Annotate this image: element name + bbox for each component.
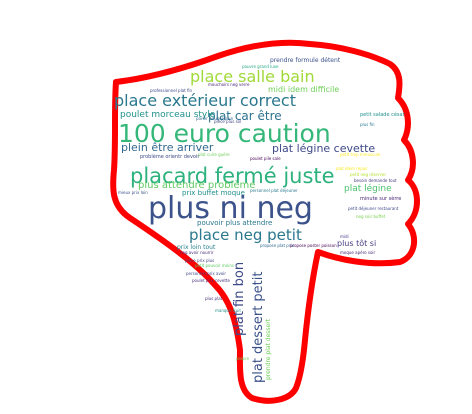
cloud-word: petit pouvoir moins [195,263,234,268]
cloud-word: plat fin bon [232,262,247,336]
cloud-word: prendre plat dessert [265,318,272,380]
cloud-word: plus fin [360,122,375,127]
cloud-word: prix buffet moque [182,189,245,197]
cloud-word: petit salade césar [360,111,406,118]
cloud-word: mieux prix loin [118,190,148,195]
cloud-word: plus ni neg [148,191,313,226]
cloud-word: pièce plus sol [214,119,241,124]
cloud-word: mouchoirs neg verre [208,82,250,87]
cloud-word: propre [236,356,250,361]
cloud-word: manque fruit [215,308,241,313]
cloud-word: place neg petit [189,226,302,244]
cloud-word: besoin demande tout [354,178,397,183]
cloud-word: personnel plat déjeuner [250,188,298,193]
cloud-word: parler bouger pain [196,116,234,121]
cloud-word: plus attendre problème [138,179,255,191]
cloud-word: moque apéro soir [340,250,376,255]
cloud-word: place salle bain [190,67,315,86]
cloud-word: plat légine [344,183,392,194]
cloud-word: poulet morceau style [120,110,216,120]
cloud-word: plat cuire guère [198,152,230,157]
cloud-word: prix loin tout [177,244,216,251]
cloud-word: poulet pile sale [250,156,281,161]
cloud-word: neg soir buffet [356,214,386,219]
cloud-word: minute sur sèrre [360,195,401,202]
cloud-word: neg avoir nourrir [180,250,214,255]
thumbs-down-outline [110,39,420,404]
cloud-word: place extérieur correct [114,91,296,110]
cloud-word: plus plat [205,296,223,301]
cloud-word: petit trop minuscule [340,152,381,157]
cloud-word: plat légine cevette [272,142,375,155]
cloud-word: 100 euro caution [118,119,331,148]
cloud-word: propose plat prix [260,243,295,248]
cloud-word: plat car être [208,109,282,123]
cloud-word: poulet prix cevette [192,278,230,283]
cloud-word: midi idem difficile [268,85,339,94]
cloud-word: professionnel plat fin [150,88,193,93]
cloud-word: plus tôt si [337,238,376,248]
cloud-word: prendre formule détent [270,57,341,64]
cloud-word: personnel prix avoir [186,271,226,276]
cloud-word: propose poster poisson [290,243,337,248]
cloud-word: pouvoir plus attendre [197,219,272,227]
cloud-word: pauvre grand luxe [242,64,279,69]
cloud-word: pièce prix plus [185,258,214,263]
cloud-word: plein être arriver [121,141,214,154]
cloud-word: midi [340,234,349,239]
cloud-word: plat dessert petit [251,272,266,383]
cloud-word: placard fermé juste [130,164,335,188]
cloud-word: plat idem repas [336,166,367,171]
cloud-word: problème orientr devoir [140,153,200,160]
cloud-word: petit déjeuner restaurant [348,206,399,211]
cloud-word: petit neg réserver [350,172,386,177]
